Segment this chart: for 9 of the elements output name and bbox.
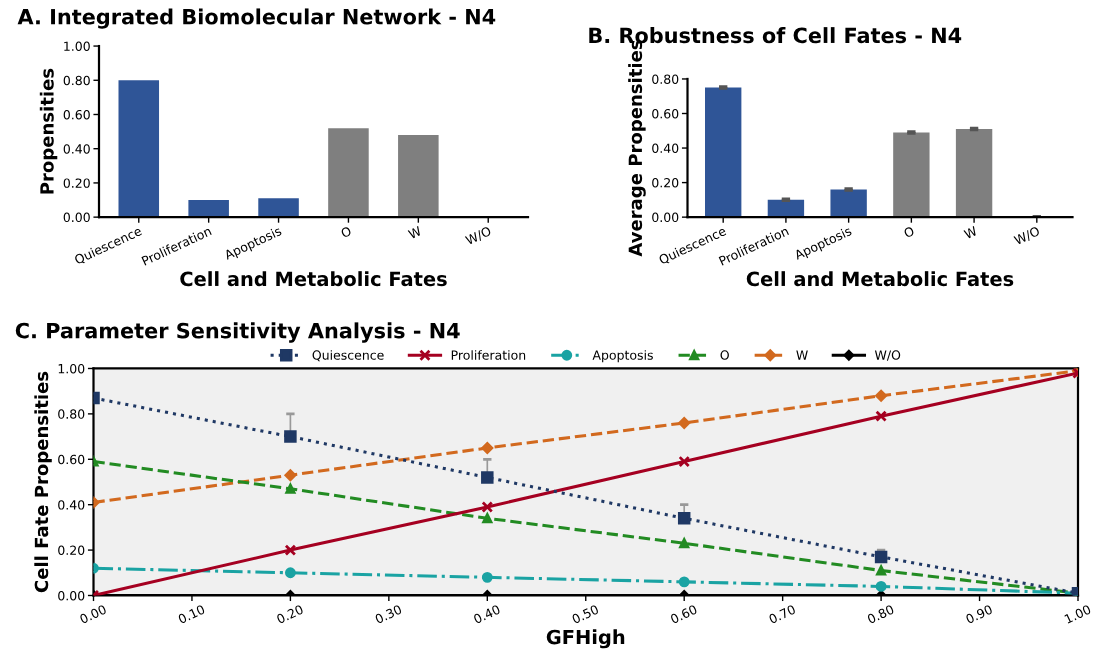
chart-title: B. Robustness of Cell Fates - N4 xyxy=(589,27,962,44)
x-axis-title: GFHigh xyxy=(546,629,625,649)
y-axis-title: Cell Fate Propensities xyxy=(34,371,52,593)
chart-title: C. Parameter Sensitivity Analysis - N4 xyxy=(15,322,460,343)
chart-title: A. Integrated Biomolecular Network - N4 xyxy=(17,8,496,29)
x-axis-title: Cell and Metabolic Fates xyxy=(180,271,447,287)
x-axis-title: Cell and Metabolic Fates xyxy=(746,271,1014,287)
y-axis-title: Average Propensities xyxy=(628,40,646,257)
y-axis-title: Propensities xyxy=(39,68,58,194)
